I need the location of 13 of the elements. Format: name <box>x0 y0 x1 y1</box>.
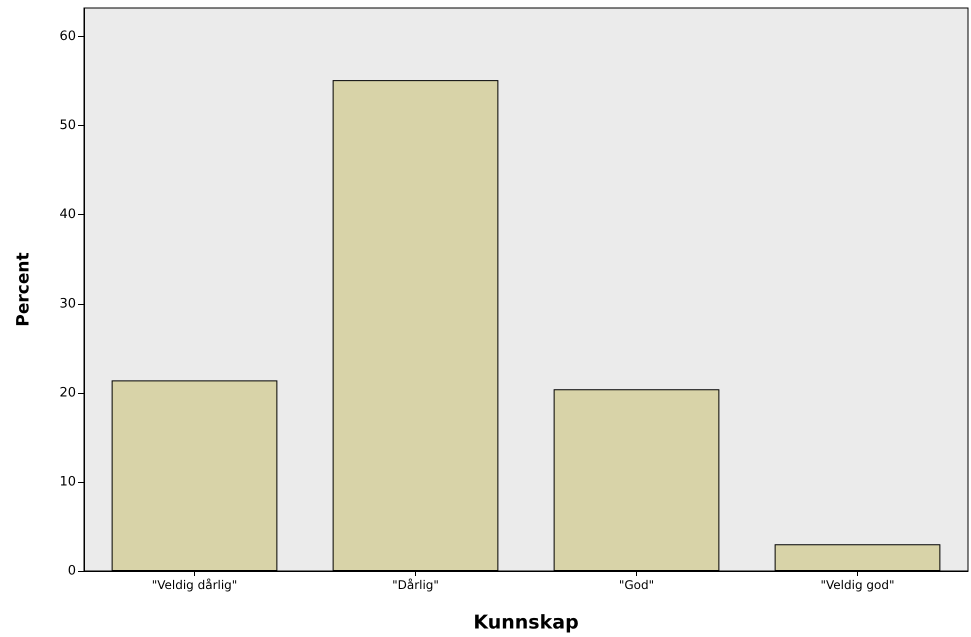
x-tick-label: "Veldig dårlig" <box>152 578 238 592</box>
y-tick-label: 0 <box>68 564 76 578</box>
y-tick-label: 30 <box>59 296 76 312</box>
x-tick-label: "Veldig god" <box>820 578 894 592</box>
y-tick-label: 40 <box>59 207 76 222</box>
y-tick-label: 60 <box>59 29 76 44</box>
y-tick-label: 50 <box>59 118 76 134</box>
x-tick-label: "Dårlig" <box>392 578 439 592</box>
y-tick-label: 20 <box>59 385 76 400</box>
y-tick-label: 10 <box>59 474 76 490</box>
x-tick-label: "God" <box>618 578 654 592</box>
y-axis-title: Percent <box>14 252 34 327</box>
x-axis-title: Kunnskap <box>473 612 579 634</box>
